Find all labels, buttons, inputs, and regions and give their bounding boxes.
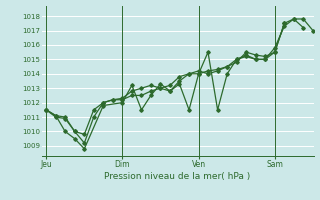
X-axis label: Pression niveau de la mer( hPa ): Pression niveau de la mer( hPa ): [104, 172, 251, 181]
